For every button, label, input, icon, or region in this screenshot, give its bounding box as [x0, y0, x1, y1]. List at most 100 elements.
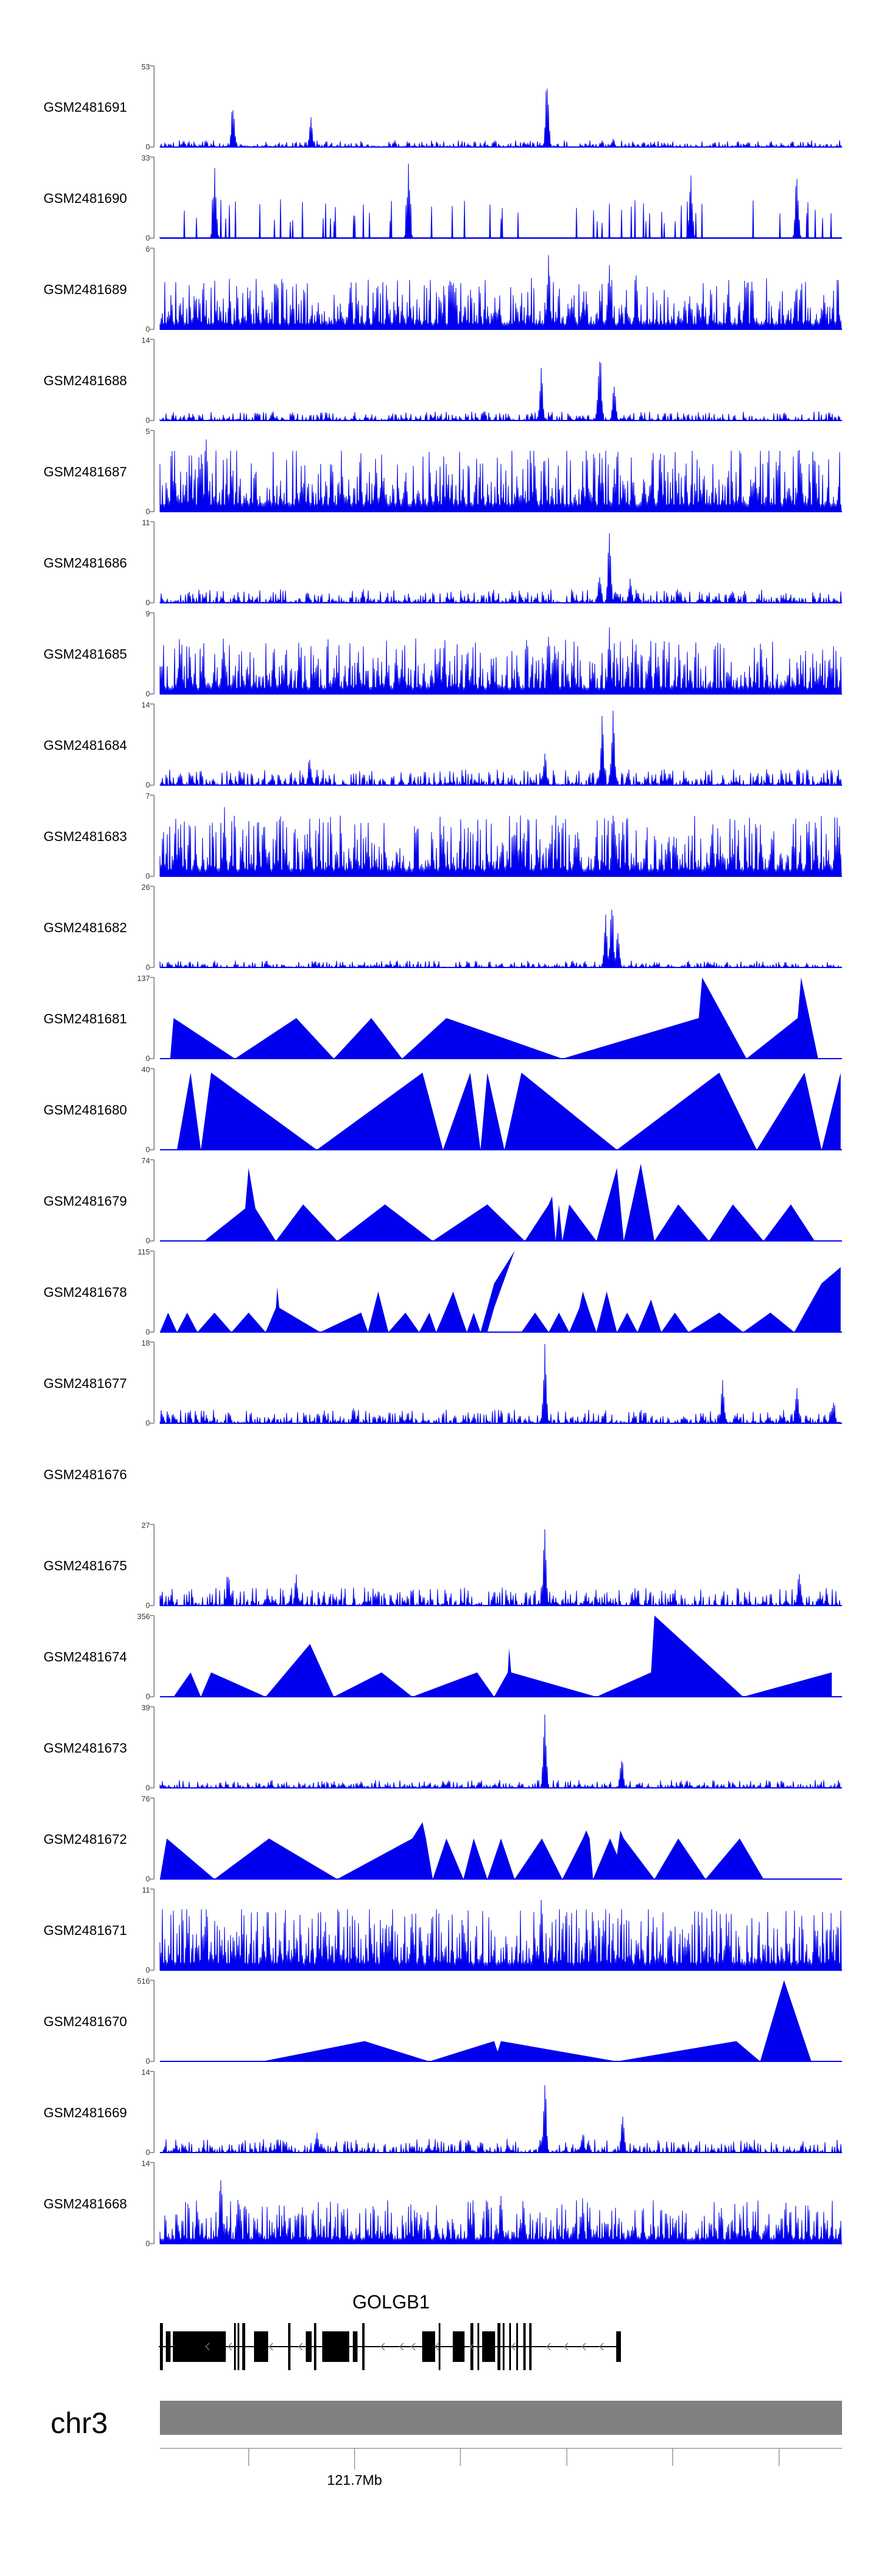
y-axis-max-label: 14 [142, 2068, 150, 2077]
ideogram-bar [160, 2401, 842, 2435]
track-label: GSM2481686 [44, 555, 127, 570]
y-axis-max-label: 6 [146, 245, 150, 253]
y-axis-zero-label: 0 [146, 1054, 150, 1063]
coverage-area [159, 2180, 842, 2244]
y-axis-zero-label: 0 [146, 1966, 150, 1974]
y-axis-max-label: 137 [137, 974, 150, 983]
coverage-area [159, 710, 842, 786]
y-axis-zero-label: 0 [146, 2148, 150, 2157]
gene-exon [353, 2331, 358, 2362]
y-axis-max-label: 26 [142, 883, 150, 892]
gene-exon [166, 2331, 171, 2362]
track-GSM2481670: GSM2481670 516 0 [44, 1977, 842, 2066]
track-GSM2481678: GSM2481678 115 0 [44, 1247, 842, 1336]
gene-exon [453, 2331, 465, 2362]
gene-exon [322, 2331, 349, 2362]
track-GSM2481677: GSM2481677 18 0 [44, 1339, 842, 1427]
gene-exon [288, 2323, 290, 2370]
y-axis-max-label: 115 [138, 1247, 150, 1256]
y-axis-zero-label: 0 [146, 2057, 150, 2066]
gene-exon [482, 2331, 495, 2362]
y-axis-zero-label: 0 [146, 598, 150, 607]
strand-arrow [546, 2343, 551, 2351]
y-axis-max-label: 516 [137, 1977, 150, 1986]
y-axis-zero-label: 0 [146, 2239, 150, 2248]
strand-arrow [380, 2343, 385, 2351]
track-label: GSM2481682 [44, 920, 127, 935]
coverage-area [159, 627, 842, 695]
y-axis-max-label: 27 [142, 1521, 150, 1530]
track-label: GSM2481680 [44, 1102, 127, 1117]
gene-exon [529, 2323, 532, 2370]
track-label: GSM2481670 [44, 2014, 127, 2029]
y-axis-max-label: 40 [142, 1065, 150, 1074]
coverage-area [159, 163, 842, 239]
y-axis-max-label: 9 [146, 609, 150, 618]
track-GSM2481680: GSM2481680 40 0 [44, 1065, 842, 1154]
y-axis-zero-label: 0 [146, 1783, 150, 1792]
track-layer: GSM2481691530GSM2481690330GSM248168960GS… [44, 62, 842, 2248]
y-axis-zero-label: 0 [146, 1601, 150, 1610]
track-label: GSM2481689 [44, 282, 127, 297]
coverage-area [173, 1616, 832, 1697]
track-GSM2481683: GSM2481683 7 0 [44, 792, 842, 880]
track-GSM2481668: GSM2481668 14 0 [44, 2159, 842, 2248]
coverage-area [159, 88, 842, 148]
track-GSM2481686: GSM2481686 11 0 [44, 518, 842, 607]
y-axis-max-label: 11 [142, 1886, 151, 1894]
strand-arrow [227, 2343, 232, 2351]
y-axis-max-label: 76 [142, 1794, 150, 1803]
gene-label: GOLGB1 [352, 2291, 430, 2313]
gene-exon [516, 2323, 518, 2370]
gene-exon [470, 2323, 473, 2370]
y-axis-max-label: 53 [142, 62, 150, 71]
y-axis-zero-label: 0 [146, 416, 150, 425]
strand-arrow [410, 2343, 416, 2351]
coverage-area [262, 1980, 811, 2061]
coverage-area [159, 255, 842, 330]
y-axis-zero-label: 0 [146, 963, 150, 972]
track-label: GSM2481687 [44, 464, 127, 479]
chromosome-axis: chr3 121.7Mb [51, 2401, 842, 2488]
track-GSM2481684: GSM2481684 14 0 [44, 700, 842, 789]
chromosome-label: chr3 [51, 2407, 108, 2440]
gene-strand-arrows [205, 2343, 604, 2351]
track-label: GSM2481684 [44, 738, 127, 753]
coverage-area [170, 977, 818, 1059]
track-label: GSM2481669 [44, 2105, 127, 2120]
gene-exon [314, 2323, 316, 2370]
coverage-area [159, 1529, 842, 1607]
y-axis-zero-label: 0 [146, 1236, 150, 1245]
gene-exon [238, 2323, 239, 2370]
track-GSM2481674: GSM2481674 356 0 [44, 1612, 842, 1701]
track-label: GSM2481681 [44, 1011, 127, 1026]
y-axis-zero-label: 0 [146, 507, 150, 516]
y-axis-zero-label: 0 [146, 142, 150, 151]
track-label: GSM2481673 [44, 1740, 127, 1756]
coverage-area [159, 909, 842, 969]
coverage-area [160, 2085, 842, 2154]
y-axis-max-label: 14 [142, 336, 150, 345]
gene-exon [234, 2323, 236, 2370]
gene-exon [509, 2323, 511, 2370]
y-axis-max-label: 11 [142, 518, 151, 527]
y-axis-zero-label: 0 [146, 1145, 150, 1154]
gene-exon [173, 2331, 226, 2362]
gene-model: GOLGB1 [159, 2291, 621, 2370]
track-GSM2481672: GSM2481672 76 0 [44, 1794, 842, 1883]
coverage-area [159, 1344, 842, 1424]
y-axis-max-label: 14 [142, 2159, 150, 2168]
strand-arrow [298, 2343, 303, 2351]
y-axis-zero-label: 0 [146, 1419, 150, 1427]
y-axis-max-label: 33 [142, 154, 150, 162]
y-axis-max-label: 14 [142, 700, 150, 709]
track-label: GSM2481677 [44, 1376, 127, 1391]
track-label: GSM2481672 [44, 1831, 127, 1847]
track-GSM2481679: GSM2481679 74 0 [44, 1156, 842, 1245]
gene-exon [254, 2331, 268, 2362]
axis-tick-label: 121.7Mb [327, 2472, 382, 2488]
strand-arrow [599, 2343, 604, 2351]
strand-arrow [268, 2343, 273, 2351]
track-label: GSM2481688 [44, 373, 127, 388]
